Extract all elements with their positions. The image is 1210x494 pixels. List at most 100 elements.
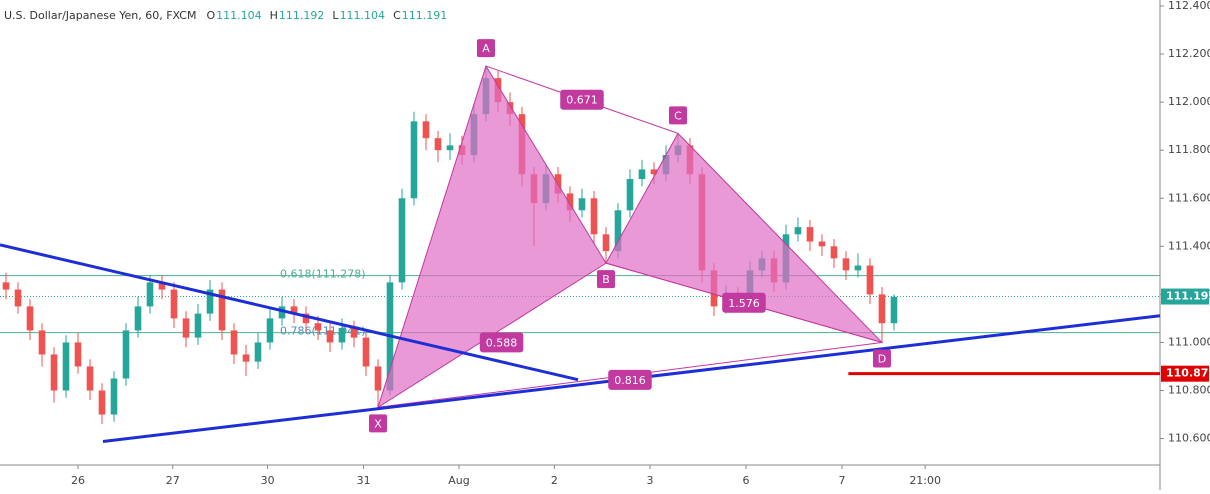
x-tick-label: 7 — [839, 474, 846, 487]
ratio-label: 0.671 — [560, 89, 604, 110]
ohlc-value: 111.192 — [279, 9, 325, 22]
candle-body — [38, 330, 46, 355]
candle-body — [590, 198, 598, 235]
candle-body — [410, 121, 418, 199]
candle-body — [614, 210, 622, 252]
candle-body — [122, 330, 130, 379]
x-tick-label: 3 — [647, 474, 654, 487]
ratio-label: 0.816 — [608, 369, 652, 390]
candle-body — [866, 265, 874, 295]
x-tick-label: 27 — [166, 474, 180, 487]
candle-body — [26, 306, 34, 331]
x-tick-label: 26 — [71, 474, 85, 487]
candle-body — [218, 289, 226, 331]
candle-body — [842, 258, 850, 271]
candle-body — [158, 282, 166, 290]
ohlc-value: 111.104 — [340, 9, 386, 22]
candle-body — [398, 198, 406, 283]
y-tick-label: 112.000 — [1168, 95, 1210, 108]
ohlc-key: L — [332, 9, 339, 22]
y-tick-label: 110.800 — [1168, 384, 1210, 397]
candle-body — [314, 323, 322, 331]
y-tick-label: 111.400 — [1168, 239, 1210, 252]
ratio-label: 1.576 — [722, 292, 766, 313]
y-tick-label: 112.200 — [1168, 47, 1210, 60]
x-tick-label: 30 — [261, 474, 275, 487]
ratio-label-text: 0.588 — [486, 336, 518, 349]
y-tick-label: 110.600 — [1168, 432, 1210, 445]
point-label: D — [878, 352, 886, 365]
ohlc-key: O — [206, 9, 215, 22]
candle-body — [74, 342, 82, 367]
stop-label-bg — [1161, 365, 1209, 382]
ratio-label-bg — [722, 292, 766, 313]
candle-body — [2, 282, 10, 290]
candle-body — [170, 289, 178, 319]
candle-body — [374, 366, 382, 391]
candle-body — [350, 328, 358, 338]
candle-body — [878, 294, 886, 324]
candle-body — [794, 227, 802, 235]
ohlc-value: 111.191 — [402, 9, 448, 22]
candle-body — [98, 390, 106, 415]
x-tick-label: 31 — [357, 474, 371, 487]
point-label-bg — [368, 414, 387, 433]
candle-body — [50, 354, 58, 391]
ratio-label-text: 0.816 — [614, 374, 646, 387]
candle-body — [146, 282, 154, 307]
candle-body — [242, 354, 250, 362]
candle-body — [62, 342, 70, 391]
point-label: C — [674, 109, 682, 122]
stop-label: 110.870 — [1166, 367, 1210, 380]
point-label-bg — [872, 349, 891, 368]
y-tick-label: 111.600 — [1168, 191, 1210, 204]
x-tick-label: 2 — [551, 474, 558, 487]
ohlc-key: C — [393, 9, 401, 22]
ratio-label-bg — [479, 332, 524, 353]
candle-body — [362, 337, 370, 367]
point-label: B — [602, 273, 610, 286]
point-label: X — [374, 417, 382, 430]
point-label-bg — [476, 39, 495, 58]
candle-body — [266, 318, 274, 343]
candle-body — [86, 366, 94, 391]
chart-title: U.S. Dollar/Japanese Yen, 60, FXCM — [4, 9, 196, 22]
x-tick-label: 21:00 — [909, 474, 941, 487]
candle-body — [194, 313, 202, 338]
y-tick-label: 111.800 — [1168, 143, 1210, 156]
candle-body — [434, 138, 442, 151]
candle-body — [326, 330, 334, 343]
candle-body — [110, 378, 118, 415]
candle-body — [182, 318, 190, 338]
point-label-bg — [596, 270, 615, 289]
candle-body — [446, 145, 454, 151]
candle-body — [422, 121, 430, 139]
ratio-label-text: 0.671 — [566, 94, 598, 107]
ratio-label-bg — [560, 89, 604, 110]
y-tick-label: 111.000 — [1168, 335, 1210, 348]
last-price-bg — [1161, 288, 1209, 305]
candle-body — [254, 342, 262, 362]
candle-body — [602, 234, 610, 252]
candle-body — [638, 169, 646, 180]
candle-body — [830, 246, 838, 259]
point-label: A — [482, 42, 490, 55]
trendline — [0, 243, 579, 382]
point-label-bg — [668, 106, 687, 125]
ratio-label: 0.588 — [479, 332, 524, 353]
candle-body — [890, 296, 898, 324]
candle-body — [134, 306, 142, 331]
candle-body — [854, 265, 862, 271]
candle-body — [650, 169, 658, 175]
candle-body — [206, 289, 214, 314]
candle-body — [338, 328, 346, 343]
candle-body — [626, 179, 634, 211]
candle-body — [278, 306, 286, 319]
ratio-label-bg — [608, 369, 652, 390]
ohlc-key: H — [270, 9, 278, 22]
ratio-label-text: 1.576 — [728, 297, 760, 310]
candle-body — [14, 289, 22, 307]
candle-body — [818, 241, 826, 247]
candle-body — [566, 193, 574, 211]
